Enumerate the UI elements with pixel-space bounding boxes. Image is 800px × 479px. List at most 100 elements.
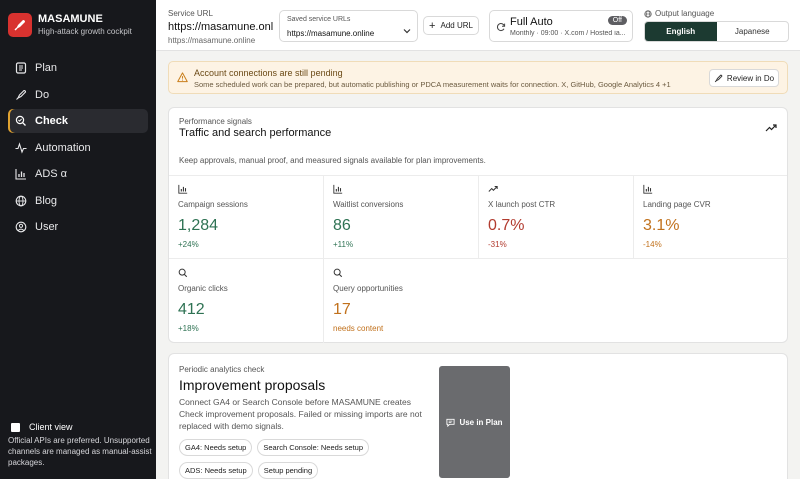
warning-icon bbox=[177, 72, 188, 83]
globe-icon bbox=[15, 195, 27, 206]
sidebar-item-label: Plan bbox=[35, 62, 58, 74]
alert-title: Account connections are still pending bbox=[194, 68, 343, 78]
performance-description: Keep approvals, manual proof, and measur… bbox=[179, 156, 486, 165]
add-url-button[interactable]: + Add URL bbox=[423, 16, 479, 35]
metric-delta: needs content bbox=[333, 324, 384, 333]
service-url-block: Service URL https://masamune.onl... http… bbox=[168, 9, 273, 45]
user-circle-icon bbox=[15, 221, 27, 233]
sidebar-item-ads[interactable]: ADS α bbox=[8, 162, 148, 186]
client-view-label: Client view bbox=[29, 422, 73, 432]
sidebar-item-plan[interactable]: Plan bbox=[8, 56, 148, 80]
metric-query-opportunities: Query opportunities 17 needs content bbox=[324, 259, 479, 343]
metric-label: Landing page CVR bbox=[643, 200, 711, 209]
metric-delta: +24% bbox=[178, 240, 199, 249]
sidebar-item-user[interactable]: User bbox=[8, 215, 148, 239]
sidebar-item-check[interactable]: Check bbox=[8, 109, 148, 133]
service-url-value[interactable]: https://masamune.onl... bbox=[168, 21, 273, 33]
client-view-panel: Client view Official APIs are preferred.… bbox=[8, 422, 152, 468]
bar-chart-icon bbox=[15, 169, 26, 180]
metric-waitlist-conversions: Waitlist conversions 86 +11% bbox=[324, 175, 479, 259]
performance-title: Traffic and search performance bbox=[179, 127, 332, 139]
chip-search-console: Search Console: Needs setup bbox=[257, 439, 370, 456]
chip-setup-pending: Setup pending bbox=[257, 462, 319, 479]
list-icon bbox=[15, 62, 27, 74]
lang-japanese-button[interactable]: Japanese bbox=[734, 27, 770, 36]
metric-label: X launch post CTR bbox=[488, 200, 556, 209]
metric-delta: -14% bbox=[643, 240, 662, 249]
improvement-kicker: Periodic analytics check bbox=[179, 365, 265, 374]
output-language-label: Output language bbox=[655, 9, 715, 18]
client-view-checkbox[interactable] bbox=[11, 422, 20, 432]
add-url-label: Add URL bbox=[440, 21, 473, 30]
metric-value: 86 bbox=[333, 217, 351, 234]
lang-english-button[interactable]: English bbox=[645, 22, 717, 41]
sidebar-item-do[interactable]: Do bbox=[8, 83, 148, 107]
metric-value: 3.1% bbox=[643, 217, 680, 234]
use-in-plan-button[interactable]: Use in Plan bbox=[439, 366, 510, 478]
metric-x-launch-ctr: X launch post CTR 0.7% -31% bbox=[479, 175, 634, 259]
rocket-icon bbox=[16, 89, 27, 100]
output-language: Output language English Japanese bbox=[644, 9, 790, 42]
full-auto-title: Full Auto bbox=[510, 16, 553, 28]
message-icon bbox=[446, 418, 455, 427]
sidebar: MASAMUNE High-attack growth cockpit Plan… bbox=[0, 0, 156, 479]
trend-up-icon bbox=[765, 124, 777, 132]
metric-value: 0.7% bbox=[488, 217, 525, 234]
sidebar-item-label: Check bbox=[35, 115, 69, 127]
sidebar-item-label: Do bbox=[35, 88, 50, 101]
metric-delta: -31% bbox=[488, 240, 507, 249]
improvement-card: Periodic analytics check Improvement pro… bbox=[168, 353, 788, 479]
metric-label: Waitlist conversions bbox=[333, 200, 404, 209]
bar-chart-icon bbox=[333, 184, 343, 194]
client-view-note: Official APIs are preferred. Unsupported… bbox=[8, 436, 152, 467]
metric-label: Organic clicks bbox=[178, 284, 228, 293]
metric-label: Query opportunities bbox=[333, 284, 403, 293]
saved-urls-value: https://masamune.online bbox=[287, 29, 375, 38]
rocket-icon bbox=[714, 74, 723, 82]
saved-urls-label: Saved service URLs bbox=[287, 16, 351, 23]
review-in-do-label: Review in Do bbox=[726, 73, 775, 83]
service-url-sub: https://masamune.online bbox=[168, 36, 256, 45]
trend-up-icon bbox=[488, 186, 498, 192]
improvement-description: Connect GA4 or Search Console before MAS… bbox=[179, 397, 422, 431]
rocket-logo-icon bbox=[8, 13, 32, 37]
saved-urls-select[interactable]: Saved service URLs https://masamune.onli… bbox=[279, 10, 418, 42]
metric-landing-page-cvr: Landing page CVR 3.1% -14% bbox=[634, 175, 789, 259]
bar-chart-icon bbox=[178, 184, 188, 194]
chevron-down-icon bbox=[403, 29, 411, 34]
sidebar-item-label: ADS α bbox=[35, 168, 68, 180]
brand: MASAMUNE High-attack growth cockpit bbox=[8, 13, 132, 37]
improvement-title: Improvement proposals bbox=[179, 377, 326, 393]
chip-ads: ADS: Needs setup bbox=[179, 462, 253, 479]
brand-tagline: High-attack growth cockpit bbox=[38, 27, 132, 36]
plus-icon: + bbox=[429, 19, 436, 32]
search-icon bbox=[333, 268, 343, 278]
full-auto-schedule: Monthly · 09:00 · X.com / Hosted ia... bbox=[510, 30, 626, 37]
metric-delta: +18% bbox=[178, 324, 199, 333]
metric-label: Campaign sessions bbox=[178, 200, 248, 209]
full-auto-toggle[interactable]: Off bbox=[607, 16, 627, 25]
pulse-icon bbox=[15, 141, 27, 154]
metric-value: 1,284 bbox=[178, 217, 219, 234]
language-toggle: English Japanese bbox=[644, 21, 789, 42]
search-check-icon bbox=[15, 115, 26, 126]
review-in-do-button[interactable]: Review in Do bbox=[709, 69, 779, 87]
globe-icon bbox=[644, 9, 652, 18]
connection-alert: Account connections are still pending So… bbox=[168, 61, 788, 94]
sidebar-item-label: Automation bbox=[35, 141, 91, 154]
use-in-plan-label: Use in Plan bbox=[459, 417, 503, 427]
chip-ga4: GA4: Needs setup bbox=[179, 439, 253, 456]
metric-value: 412 bbox=[178, 301, 205, 318]
sidebar-item-blog[interactable]: Blog bbox=[8, 189, 148, 213]
sidebar-nav: Plan Do Check Automation ADS α Blog User bbox=[8, 56, 148, 242]
search-icon bbox=[178, 268, 188, 278]
bar-chart-icon bbox=[643, 184, 653, 194]
metric-delta: +11% bbox=[333, 240, 354, 249]
sidebar-item-label: Blog bbox=[35, 194, 58, 207]
sidebar-item-label: User bbox=[35, 221, 59, 233]
sidebar-item-automation[interactable]: Automation bbox=[8, 136, 148, 160]
metric-value: 17 bbox=[333, 301, 351, 318]
full-auto-panel[interactable]: Full Auto Off Monthly · 09:00 · X.com / … bbox=[489, 10, 633, 42]
brand-name: MASAMUNE bbox=[38, 13, 103, 25]
metric-organic-clicks: Organic clicks 412 +18% bbox=[169, 259, 324, 343]
